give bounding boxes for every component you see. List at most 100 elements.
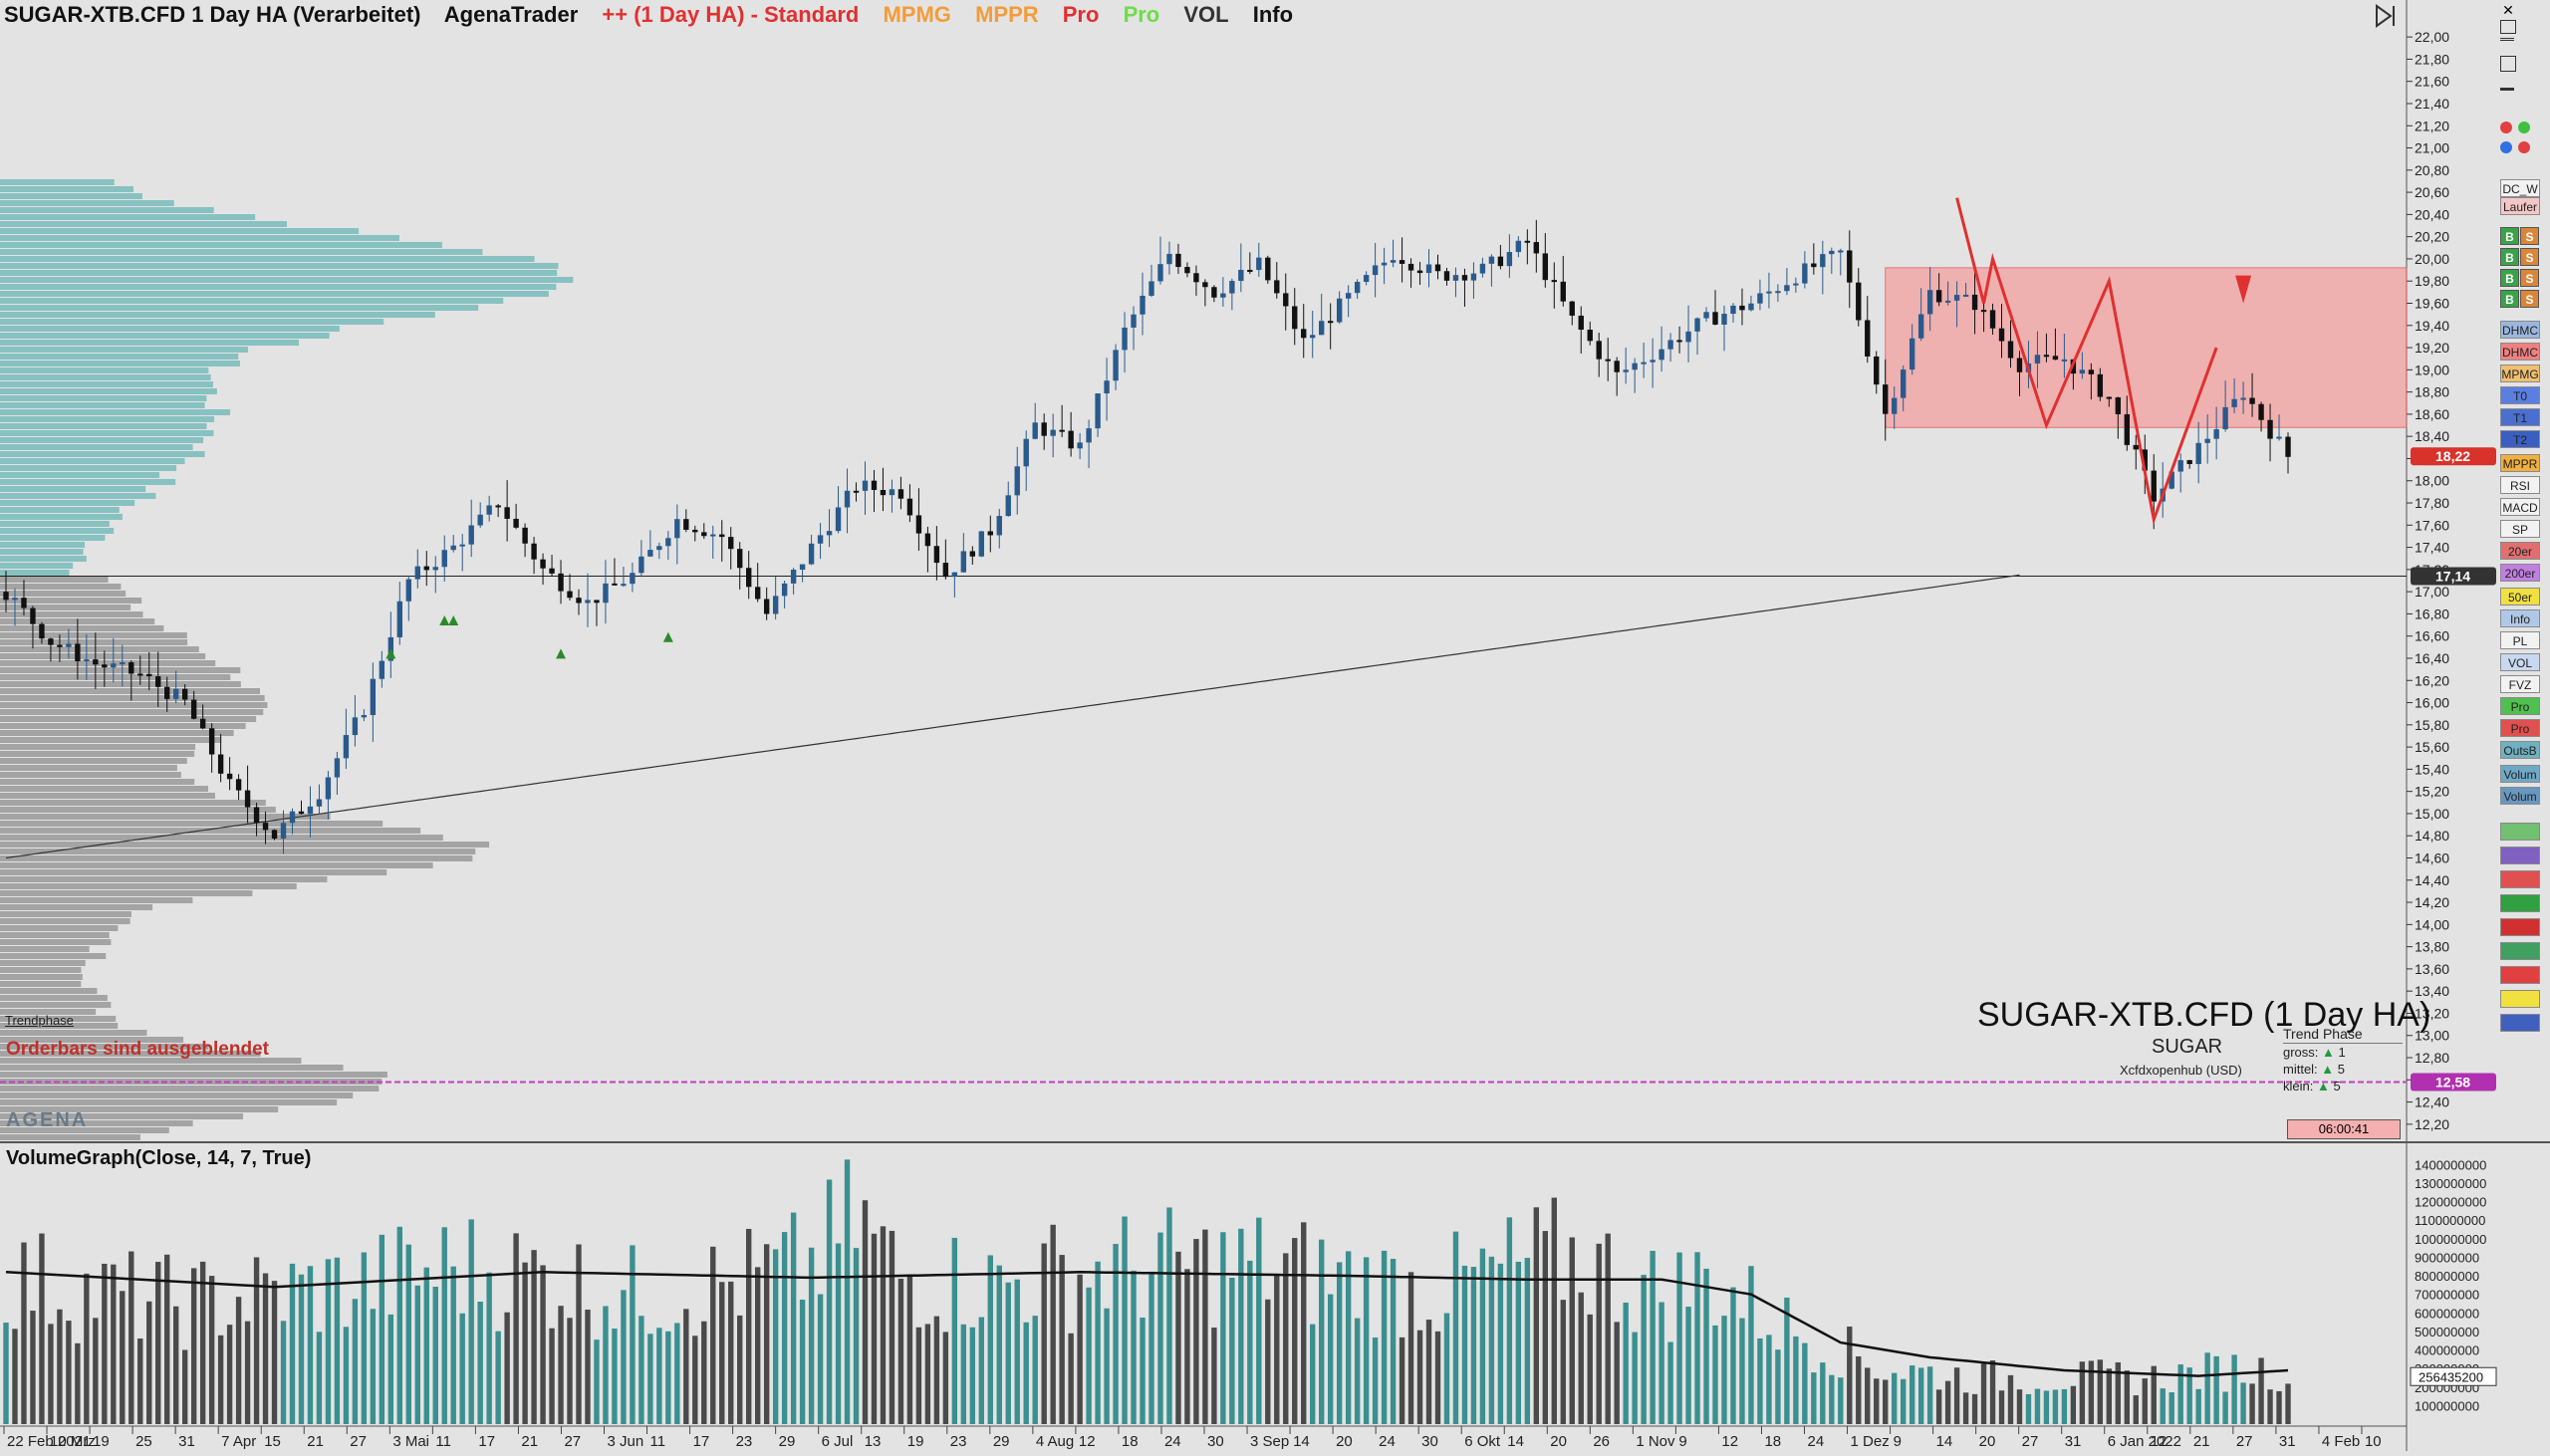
candle-body [1883,384,1889,414]
candle-body [244,790,251,808]
candle-body [2186,460,2192,464]
volume-bar [656,1328,662,1424]
profile-bar [0,465,177,471]
candle-body [817,535,824,544]
indicator-mpmg[interactable]: MPMG [883,2,951,27]
side-button-pro[interactable]: Pro [2500,719,2540,737]
toolbar-lines-icon[interactable] [2500,38,2514,55]
close-icon[interactable]: ✕ [2502,2,2514,18]
indicator-pro-red[interactable]: Pro [1062,2,1100,27]
volume-bar [2267,1389,2273,1424]
side-button-mppr[interactable]: MPPR [2500,454,2540,472]
side-button-outsb[interactable]: OutsB [2500,741,2540,759]
drawing-tool-icon[interactable] [2500,823,2540,841]
candle-body [2249,397,2255,404]
volume-bar [1623,1302,1629,1424]
volume-bar [674,1323,680,1424]
sell-button[interactable]: S [2520,290,2539,308]
drawing-tool-icon[interactable] [2500,870,2540,888]
side-button-pro[interactable]: Pro [2500,697,2540,715]
indicator-mppr[interactable]: MPPR [975,2,1039,27]
drawing-tool-icon[interactable] [2500,966,2540,984]
buy-signal-arrow [448,614,459,625]
candle-body [146,673,152,677]
volume-bar [2133,1395,2139,1424]
buy-button[interactable]: B [2500,290,2519,308]
volume-bar [683,1309,689,1424]
side-button-rsi[interactable]: RSI [2500,476,2540,494]
status-icon-green [2518,121,2530,133]
candle-body [897,489,904,499]
side-button-20er[interactable]: 20er [2500,542,2540,560]
candle-body [1847,250,1853,283]
side-button-vol[interactable]: VOL [2500,653,2540,671]
date-tick-label: 25 [135,1433,152,1450]
toolbar-bars-icon[interactable] [2500,74,2514,91]
candle-body [423,566,429,571]
volume-bar [75,1342,81,1424]
volume-bar [1551,1197,1557,1424]
side-button-macd[interactable]: MACD [2500,498,2540,516]
share-icon[interactable] [2500,121,2512,133]
share-icon-blue[interactable] [2500,141,2512,153]
side-button-fvz[interactable]: FVZ [2500,675,2540,693]
side-button-dhmc[interactable]: DHMC [2500,321,2540,339]
side-button-volum[interactable]: Volum [2500,787,2540,805]
candle-body [826,531,833,536]
side-button-sp[interactable]: SP [2500,520,2540,538]
side-button-200er[interactable]: 200er [2500,564,2540,582]
volume-bar [1497,1263,1504,1424]
volume-bar [1166,1207,1172,1424]
candle-body [164,686,170,699]
side-button-50er[interactable]: 50er [2500,588,2540,606]
volume-bar [897,1279,904,1424]
drawing-tool-icon[interactable] [2500,942,2540,960]
indicator-vol[interactable]: VOL [1183,2,1229,27]
candle-body [1301,329,1307,339]
volume-bar [1310,1324,1316,1424]
buy-button[interactable]: B [2500,248,2519,266]
side-button-t2[interactable]: T2 [2500,430,2540,448]
volume-bar [2177,1364,2183,1424]
volume-bar [924,1324,931,1424]
side-button-info[interactable]: Info [2500,609,2540,627]
volume-bar [1820,1362,1826,1424]
candle-body [1614,361,1620,372]
drawing-tool-icon[interactable] [2500,990,2540,1008]
volume-bar [1569,1237,1575,1424]
toolbar-square-icon[interactable] [2500,20,2516,34]
buy-button[interactable]: B [2500,227,2519,245]
profile-bar [0,1113,243,1119]
toolbar-grid-icon[interactable] [2500,56,2516,72]
volume-tick-label: 1300000000 [2415,1176,2486,1191]
drawing-tool-icon[interactable] [2500,847,2540,864]
volume-bar [1292,1238,1298,1424]
volume-bar [1980,1363,1987,1424]
side-button-pl[interactable]: PL [2500,631,2540,649]
drawing-tool-icon[interactable] [2500,1014,2540,1032]
sell-button[interactable]: S [2520,227,2539,245]
side-button-mpmg[interactable]: MPMG [2500,364,2540,382]
volume-bar [1515,1261,1522,1424]
indicator-info[interactable]: Info [1252,2,1294,27]
candle-body [996,516,1002,536]
price-panel-bg [0,0,2407,1142]
buy-button[interactable]: B [2500,269,2519,287]
candle-body [2034,355,2041,364]
drawing-tool-icon[interactable] [2500,918,2540,936]
side-button-laufer[interactable]: Laufer [2500,197,2540,215]
candle-body [719,534,725,538]
play-icon[interactable] [2375,4,2397,28]
side-button-t1[interactable]: T1 [2500,408,2540,426]
side-button-t0[interactable]: T0 [2500,386,2540,404]
indicator-pro-green[interactable]: Pro [1123,2,1160,27]
profile-bar [0,995,108,1001]
sell-button[interactable]: S [2520,269,2539,287]
side-button-volum[interactable]: Volum [2500,765,2540,783]
drawing-tool-icon[interactable] [2500,894,2540,912]
side-button-dc_w[interactable]: DC_W [2500,179,2540,197]
side-button-dhmc[interactable]: DHMC [2500,343,2540,361]
template-name[interactable]: ++ (1 Day HA) - Standard [602,2,860,27]
date-tick-label: 1 Dez [1851,1433,1890,1450]
sell-button[interactable]: S [2520,248,2539,266]
